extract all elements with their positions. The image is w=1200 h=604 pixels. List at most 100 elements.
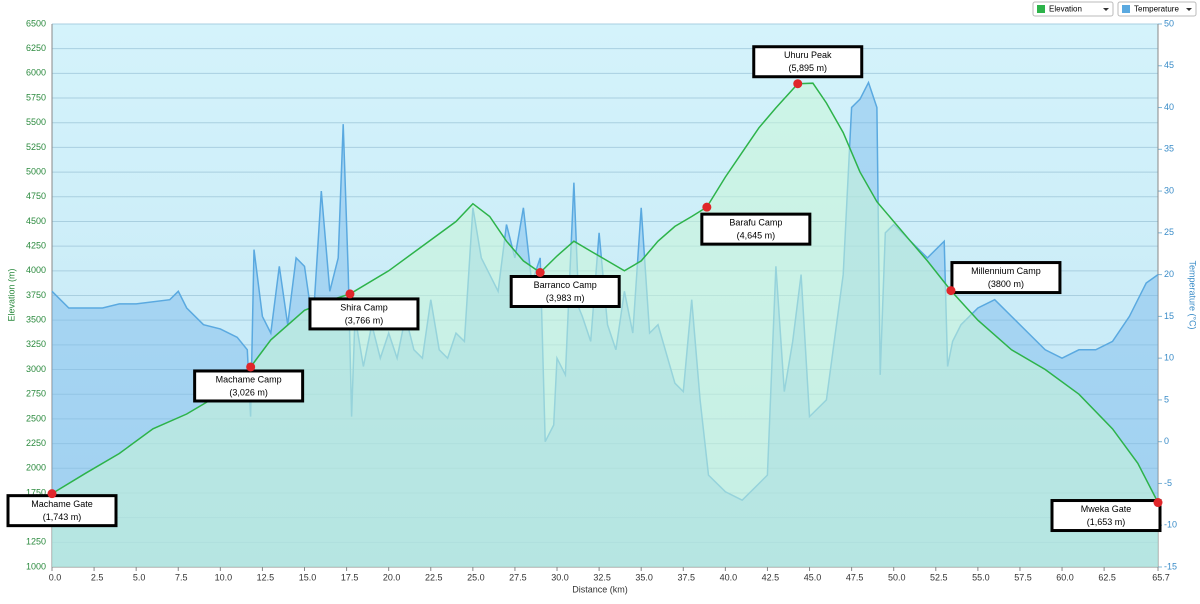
x-tick-label: 57.5 — [1014, 572, 1032, 582]
x-tick-label: 52.5 — [930, 572, 948, 582]
x-tick-label: 55.0 — [972, 572, 990, 582]
x-tick-label: 35.0 — [635, 572, 653, 582]
legend-box[interactable] — [1032, 1, 1114, 17]
x-tick-label: 30.0 — [551, 572, 569, 582]
y-tick-label: 2750 — [26, 389, 46, 399]
annotation-box — [950, 261, 1062, 295]
annotation-marker — [793, 79, 803, 89]
y2-tick-label: 0 — [1164, 436, 1169, 446]
annotation-box — [700, 212, 812, 246]
legend-label: Elevation — [1049, 5, 1082, 14]
y-tick-label: 4500 — [26, 216, 46, 226]
y-tick-label: 2000 — [26, 463, 46, 473]
x-tick-label: 10.0 — [215, 572, 233, 582]
x-tick-label: 12.5 — [257, 572, 275, 582]
y-tick-label: 3250 — [26, 339, 46, 349]
x-tick-label: 25.0 — [467, 572, 485, 582]
annotation-marker — [246, 362, 256, 372]
legend-box[interactable] — [1117, 1, 1197, 17]
annotation-name: Millennium Camp — [971, 266, 1041, 276]
y-tick-label: 2500 — [26, 413, 46, 423]
y2-tick-label: 45 — [1164, 60, 1174, 70]
annotation-label: (4,645 m) — [737, 231, 776, 241]
y2-tick-label: 30 — [1164, 185, 1174, 195]
annotation-marker — [535, 267, 545, 277]
legend-dropdown — [1186, 8, 1192, 11]
annotation-label: (1,653 m) — [1087, 517, 1126, 527]
annotation-box — [752, 45, 864, 79]
y2-tick-label: 20 — [1164, 269, 1174, 279]
y-tick-label: 3500 — [26, 315, 46, 325]
x-tick-label: 50.0 — [888, 572, 906, 582]
x-tick-label: 60.0 — [1056, 572, 1074, 582]
x-tick-label: 7.5 — [175, 572, 188, 582]
annotation-box — [6, 494, 118, 528]
y-tick-label: 1250 — [26, 537, 46, 547]
x-tick-label: 20.0 — [383, 572, 401, 582]
y2-tick-label: 5 — [1164, 394, 1169, 404]
y-tick-label: 6000 — [26, 68, 46, 78]
y2-tick-label: 50 — [1164, 18, 1174, 28]
x-axis-title: Distance (km) — [572, 584, 628, 594]
x-tick-label: 32.5 — [593, 572, 611, 582]
x-tick-label: 47.5 — [846, 572, 864, 582]
y2-tick-label: -15 — [1164, 561, 1177, 571]
x-tick-label: 15.0 — [299, 572, 317, 582]
y-tick-label: 5750 — [26, 92, 46, 102]
y2-tick-label: -5 — [1164, 478, 1172, 488]
y-tick-label: 5250 — [26, 142, 46, 152]
y2-tick-label: 15 — [1164, 311, 1174, 321]
annotation-box — [308, 297, 420, 331]
annotation-marker — [702, 202, 712, 212]
y2-tick-label: 35 — [1164, 144, 1174, 154]
annotation-name: Mweka Gate — [1081, 504, 1132, 514]
annotation-label: (3,766 m) — [345, 315, 384, 325]
x-tick-label: 65.7 — [1152, 572, 1170, 582]
y2-axis-title: Temperature (°C) — [1188, 260, 1198, 329]
annotation-label: (3800 m) — [988, 279, 1024, 289]
annotation-name: Shira Camp — [340, 302, 388, 312]
x-tick-label: 27.5 — [509, 572, 527, 582]
annotation-label: (3,983 m) — [546, 293, 585, 303]
series-area — [52, 83, 1158, 567]
annotation-name: Machame Camp — [216, 374, 282, 384]
x-tick-label: 5.0 — [133, 572, 146, 582]
x-tick-label: 40.0 — [720, 572, 738, 582]
legend-dropdown — [1103, 8, 1109, 11]
x-tick-label: 45.0 — [804, 572, 822, 582]
legend-swatch — [1122, 5, 1130, 13]
y-tick-label: 5500 — [26, 117, 46, 127]
legend-label: Temperature — [1134, 5, 1179, 14]
y-tick-label: 4250 — [26, 241, 46, 251]
y2-tick-label: 40 — [1164, 102, 1174, 112]
x-tick-label: 17.5 — [341, 572, 359, 582]
annotation-name: Barranco Camp — [534, 280, 597, 290]
annotation-box — [509, 274, 621, 308]
y-tick-label: 1750 — [26, 487, 46, 497]
annotation-marker — [1153, 498, 1163, 508]
x-tick-label: 22.5 — [425, 572, 443, 582]
annotation-marker — [47, 489, 57, 499]
y2-tick-label: -10 — [1164, 520, 1177, 530]
y-tick-label: 3000 — [26, 364, 46, 374]
y-tick-label: 4750 — [26, 191, 46, 201]
x-tick-label: 42.5 — [762, 572, 780, 582]
annotation-label: (3,026 m) — [229, 387, 268, 397]
legend-swatch — [1037, 5, 1045, 13]
y2-tick-label: 25 — [1164, 227, 1174, 237]
annotation-label: (5,895 m) — [788, 63, 827, 73]
y-tick-label: 4000 — [26, 265, 46, 275]
y-tick-label: 3750 — [26, 290, 46, 300]
y-tick-label: 6250 — [26, 43, 46, 53]
x-tick-label: 0.0 — [49, 572, 62, 582]
x-tick-label: 62.5 — [1098, 572, 1116, 582]
y-tick-label: 1000 — [26, 561, 46, 571]
y-tick-label: 6500 — [26, 18, 46, 28]
annotation-box — [1050, 499, 1162, 533]
y2-tick-label: 10 — [1164, 353, 1174, 363]
x-tick-label: 37.5 — [678, 572, 696, 582]
annotation-label: (1,743 m) — [43, 512, 82, 522]
annotation-name: Machame Gate — [31, 499, 93, 509]
annotation-name: Barafu Camp — [729, 218, 782, 228]
y-tick-label: 5000 — [26, 166, 46, 176]
